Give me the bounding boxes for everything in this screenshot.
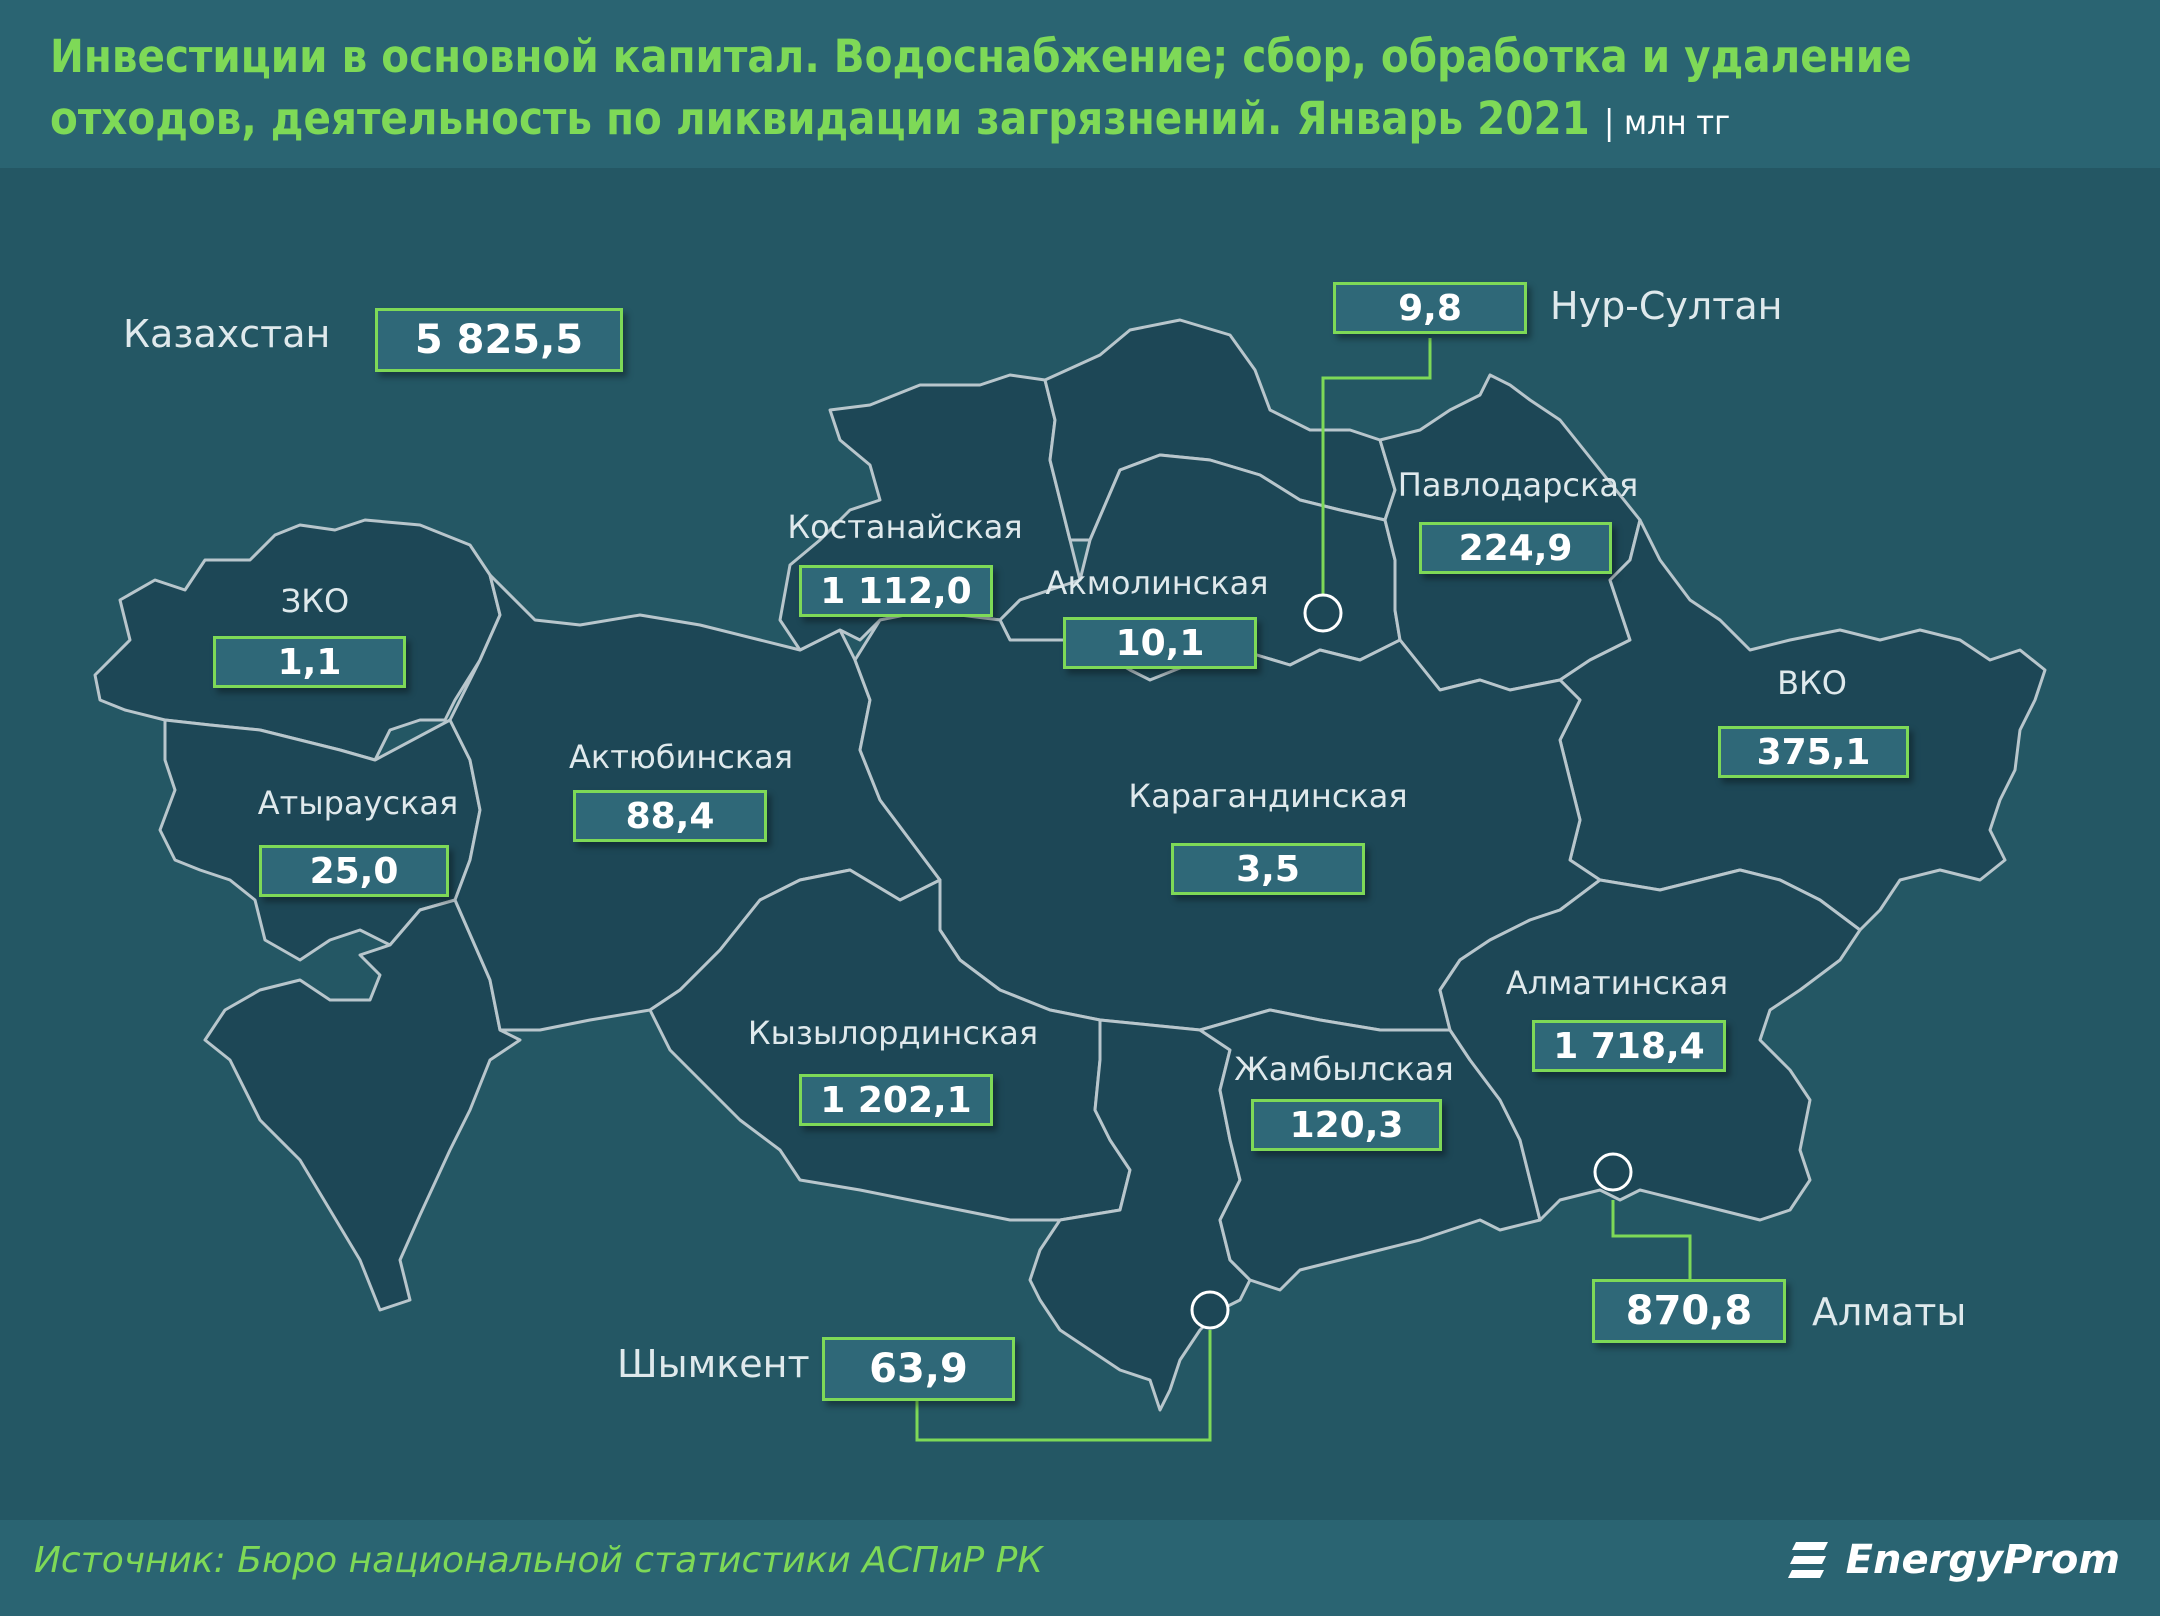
region-label-pavlodar: Павлодарская — [1397, 466, 1639, 504]
region-label-akmola: Акмолинская — [1045, 564, 1269, 602]
region-label-aktobe: Актюбинская — [568, 738, 794, 776]
region-value-vko: 375,1 — [1718, 726, 1909, 778]
region-value-aktobe: 88,4 — [573, 790, 767, 842]
footer-band — [0, 1520, 2160, 1616]
city-label-nur-sultan: Нур-Султан — [1550, 284, 1783, 328]
title-text: Инвестиции в основной капитал. Водоснабж… — [50, 30, 1912, 145]
region-value-karaganda: 3,5 — [1171, 843, 1365, 895]
region-label-zhambyl: Жамбылская — [1234, 1050, 1454, 1088]
nur-sultan-marker[interactable] — [1303, 593, 1343, 633]
shymkent-marker[interactable] — [1190, 1290, 1230, 1330]
region-value-almaty-region: 1 718,4 — [1532, 1020, 1726, 1072]
city-label-shymkent: Шымкент — [617, 1342, 810, 1386]
region-value-zhambyl: 120,3 — [1251, 1099, 1442, 1151]
region-label-karaganda: Карагандинская — [1128, 777, 1408, 815]
title-unit: | млн тг — [1603, 103, 1731, 143]
source-note: Источник: Бюро национальной статистики А… — [34, 1540, 1043, 1581]
city-label-almaty: Алматы — [1812, 1290, 1967, 1334]
total-label: Казахстан — [123, 312, 331, 356]
shymkent-leader — [915, 1330, 1212, 1442]
nur-sultan-leader — [1321, 338, 1432, 595]
region-value-akmola: 10,1 — [1063, 617, 1257, 669]
header-band — [0, 0, 2160, 168]
region-label-vko: ВКО — [1777, 664, 1847, 702]
region-label-almaty-region: Алматинская — [1505, 964, 1729, 1002]
region-value-pavlodar: 224,9 — [1419, 522, 1612, 574]
region-value-kyzylorda: 1 202,1 — [799, 1074, 993, 1126]
almaty-leader — [1611, 1200, 1692, 1288]
region-label-zko: ЗКО — [280, 582, 350, 620]
region-label-atyrau: Атырауская — [257, 784, 459, 822]
brand-name: EnergyProm — [1845, 1537, 2120, 1583]
region-label-kostanay: Костанайская — [787, 508, 1023, 546]
region-value-zko: 1,1 — [213, 636, 406, 688]
brand[interactable]: EnergyProm — [1787, 1536, 2120, 1584]
region-mangystau[interactable] — [203, 898, 522, 1312]
city-value-nur-sultan: 9,8 — [1333, 282, 1527, 334]
region-label-kyzylorda: Кызылординская — [747, 1014, 1039, 1052]
region-value-kostanay: 1 112,0 — [799, 565, 993, 617]
city-value-almaty: 870,8 — [1592, 1279, 1786, 1343]
region-value-atyrau: 25,0 — [259, 845, 449, 897]
total-value: 5 825,5 — [375, 308, 623, 372]
region-vko[interactable] — [1558, 518, 2047, 932]
city-value-shymkent: 63,9 — [822, 1337, 1015, 1401]
energyprom-logo-icon — [1787, 1542, 1828, 1578]
almaty-marker[interactable] — [1593, 1152, 1633, 1192]
page-title: Инвестиции в основной капитал. Водоснабж… — [50, 26, 2130, 154]
